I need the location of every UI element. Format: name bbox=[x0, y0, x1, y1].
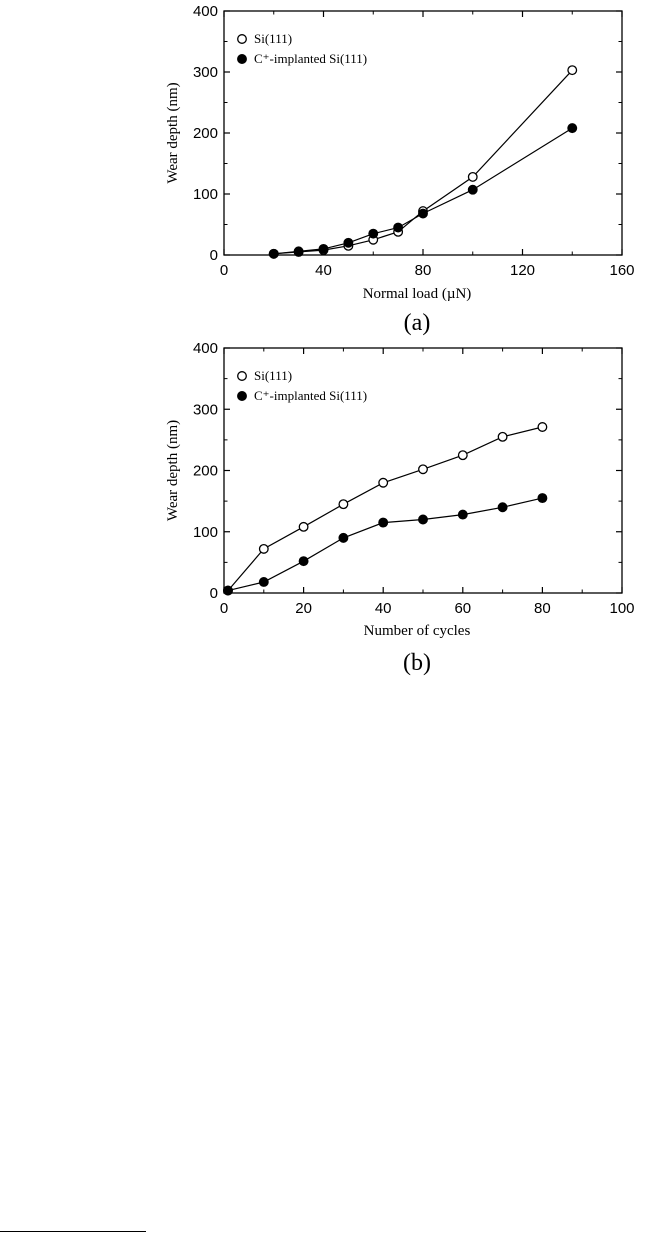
chart-b-legend-label: Si(111) bbox=[254, 368, 292, 383]
chart-a-svg: 0 40 80 120 160 0 100 200 300 400 Normal load (µN)… bbox=[165, 3, 635, 336]
chart-b-xtick-label: 20 bbox=[295, 600, 312, 617]
chart-a-point-c-implanted-si111 bbox=[318, 243, 329, 254]
chart-b-point-c-implanted-si111 bbox=[418, 514, 428, 525]
chart-b-xtick-label: 0 bbox=[220, 600, 228, 617]
chart-b-legend-label: C⁺-implanted Si(111) bbox=[254, 388, 367, 403]
chart-a-xtick-label: 80 bbox=[415, 262, 432, 279]
chart-b-point-si111 bbox=[418, 464, 428, 475]
chart-b-point-c-implanted-si111 bbox=[258, 577, 269, 587]
chart-b-ytick-label: 200 bbox=[193, 463, 218, 480]
chart-b-legend-marker bbox=[237, 391, 247, 401]
chart-b-point-c-implanted-si111 bbox=[338, 532, 349, 543]
chart-a-point-c-implanted-si111 bbox=[393, 222, 404, 233]
chart-a-ytick-label: 0 bbox=[210, 247, 218, 264]
chart-b-point-si111 bbox=[378, 477, 389, 488]
chart-b-point-c-implanted-si111 bbox=[457, 509, 468, 520]
chart-b-point-si111 bbox=[258, 543, 269, 554]
chart-b-point-c-implanted-si111 bbox=[497, 502, 508, 513]
chart-a: 0 40 80 120 160 0 100 200 300 400 Normal load (µN)… bbox=[0, 0, 646, 340]
chart-a-point-c-implanted-si111 bbox=[293, 246, 304, 257]
chart-a-xtick-label: 0 bbox=[220, 262, 228, 279]
chart-a-point-c-implanted-si111 bbox=[467, 184, 478, 195]
chart-b-point-si111 bbox=[457, 450, 468, 461]
chart-b-ytick-label: 300 bbox=[193, 401, 218, 418]
chart-a-point-c-implanted-si111 bbox=[268, 248, 279, 259]
chart-a-xlabel: Normal load (µN) bbox=[363, 286, 472, 302]
chart-a-ylabel: Wear depth (nm) bbox=[165, 82, 181, 183]
chart-b-point-si111 bbox=[338, 499, 349, 510]
chart-b-xtick-label: 40 bbox=[375, 600, 392, 617]
chart-b-xtick-label: 60 bbox=[454, 600, 471, 617]
chart-b-ytick-label: 100 bbox=[193, 524, 218, 541]
chart-a-point-si111 bbox=[467, 171, 478, 182]
chart-b-xtick-label: 100 bbox=[609, 600, 634, 617]
chart-b-series-line-c-implanted-si111 bbox=[227, 497, 543, 592]
chart-b-panel-label: (b) bbox=[403, 650, 431, 676]
chart-b-legend-marker bbox=[237, 371, 247, 381]
chart-b-ytick-label: 0 bbox=[210, 585, 218, 602]
chart-a-legend-marker bbox=[237, 34, 247, 44]
chart-a-ytick-label: 200 bbox=[193, 125, 218, 142]
chart-a-point-c-implanted-si111 bbox=[343, 237, 354, 248]
chart-b-point-c-implanted-si111 bbox=[378, 517, 389, 528]
chart-a-ytick-label: 300 bbox=[193, 64, 218, 81]
chart-b-ylabel: Wear depth (nm) bbox=[165, 420, 181, 521]
chart-b-point-si111 bbox=[497, 431, 508, 442]
chart-a-xtick-label: 120 bbox=[510, 262, 535, 279]
chart-b-ytick-label: 400 bbox=[193, 340, 218, 357]
chart-b: 0 20 40 60 80 100 0 100 200 300 400 Number of cycle… bbox=[0, 340, 646, 685]
chart-b-point-si111 bbox=[298, 521, 309, 532]
chart-a-ytick-label: 100 bbox=[193, 186, 218, 203]
chart-b-xtick-label: 80 bbox=[534, 600, 551, 617]
chart-a-point-c-implanted-si111 bbox=[368, 228, 379, 239]
footnote-rule bbox=[0, 1231, 146, 1232]
chart-a-legend-label: C⁺-implanted Si(111) bbox=[254, 51, 367, 66]
chart-a-point-c-implanted-si111 bbox=[418, 208, 428, 219]
chart-a-ytick-label: 400 bbox=[193, 3, 218, 20]
chart-a-legend-label: Si(111) bbox=[254, 31, 292, 46]
chart-b-point-c-implanted-si111 bbox=[537, 493, 548, 504]
chart-b-point-c-implanted-si111 bbox=[223, 585, 233, 596]
chart-a-point-si111 bbox=[567, 65, 578, 76]
chart-a-series-line-si111 bbox=[273, 69, 573, 255]
chart-a-point-c-implanted-si111 bbox=[567, 123, 578, 134]
chart-a-series-line-c-implanted-si111 bbox=[273, 127, 573, 255]
chart-a-xtick-label: 40 bbox=[315, 262, 332, 279]
chart-b-point-si111 bbox=[537, 422, 548, 432]
chart-a-panel-label: (a) bbox=[404, 310, 431, 336]
chart-a-xtick-label: 160 bbox=[609, 262, 634, 279]
chart-b-svg: 0 20 40 60 80 100 0 100 200 300 400 Number of cycle… bbox=[165, 340, 635, 676]
chart-b-point-c-implanted-si111 bbox=[298, 556, 309, 567]
chart-a-legend-marker bbox=[237, 54, 247, 64]
chart-b-xlabel: Number of cycles bbox=[364, 623, 471, 639]
